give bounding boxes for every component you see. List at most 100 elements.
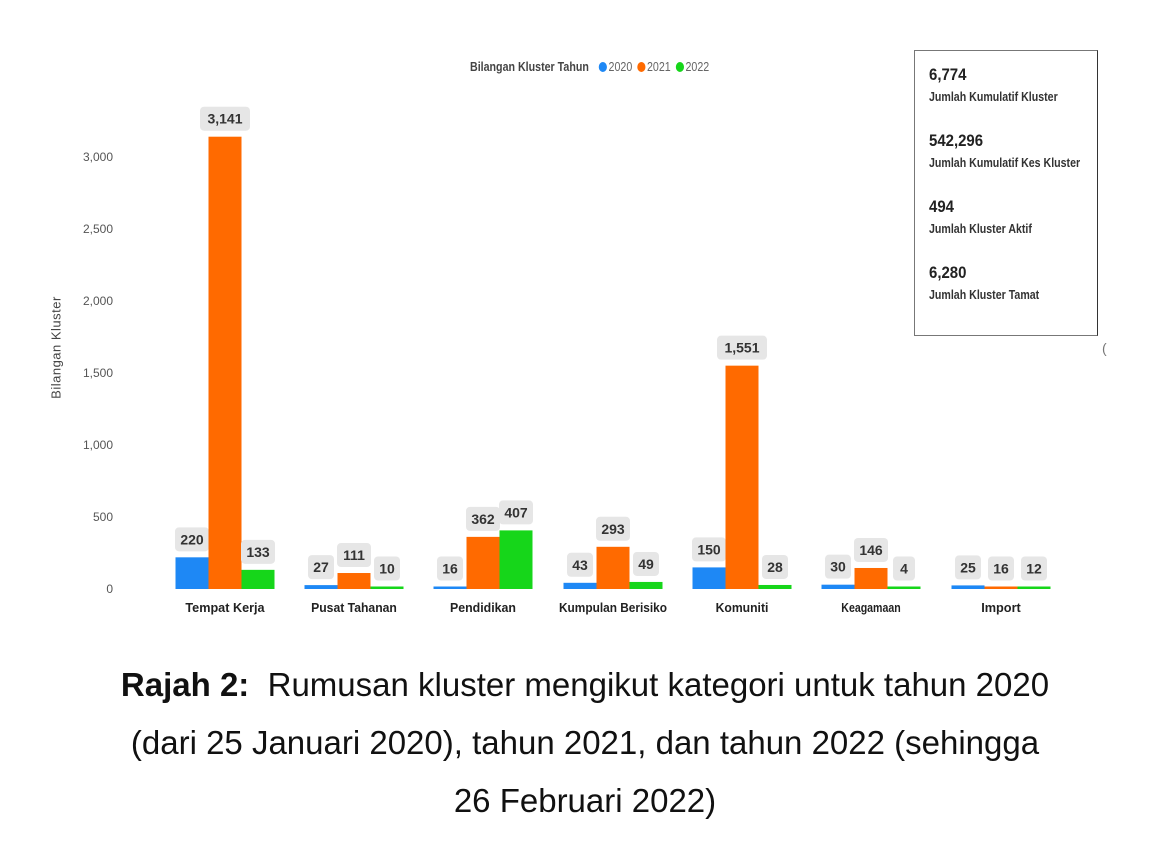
stat-value: 494 bbox=[929, 197, 954, 216]
caption-line-2: (dari 25 Januari 2020), tahun 2021, dan … bbox=[130, 724, 1040, 761]
data-label-bg bbox=[717, 335, 767, 360]
data-label-bg bbox=[988, 556, 1014, 581]
y-tick-label: 0 bbox=[106, 582, 113, 596]
stat-value: 542,296 bbox=[929, 131, 984, 150]
summary-card: 6,774 Jumlah Kumulatif Kluster 542,296 J… bbox=[914, 50, 1098, 336]
data-label-bg bbox=[175, 527, 209, 552]
box-edge-mark: ( bbox=[1102, 340, 1107, 356]
data-label: 3,141 bbox=[207, 111, 242, 127]
caption-line-3: 26 Februari 2022) bbox=[453, 782, 717, 819]
bar-2021 bbox=[854, 567, 888, 589]
data-label-bg bbox=[955, 555, 981, 580]
bar-2021 bbox=[596, 546, 630, 589]
data-label-bg bbox=[633, 551, 659, 576]
x-tick-label: Keagamaan bbox=[841, 600, 900, 615]
data-label: 30 bbox=[830, 559, 846, 575]
caption-text-1: Rumusan kluster mengikut kategori untuk … bbox=[267, 666, 1050, 703]
legend-dot-2020 bbox=[598, 61, 607, 72]
stat-active-clusters: 494 Jumlah Kluster Aktif bbox=[929, 197, 1050, 236]
figure-caption: Rajah 2: Rumusan kluster mengikut katego… bbox=[0, 656, 1170, 830]
data-label: 28 bbox=[767, 559, 783, 575]
x-tick-label: Kumpulan Berisiko bbox=[559, 600, 667, 615]
y-tick-label: 1,500 bbox=[83, 366, 113, 380]
data-label-bg bbox=[893, 556, 915, 581]
data-label: 220 bbox=[180, 531, 204, 547]
data-label-bg bbox=[825, 554, 851, 579]
data-label: 16 bbox=[442, 561, 458, 577]
stat-ended-clusters: 6,280 Jumlah Kluster Tamat bbox=[929, 263, 1059, 302]
data-label-bg bbox=[337, 543, 371, 568]
y-tick-label: 1,000 bbox=[83, 438, 113, 452]
x-tick-label: Pusat Tahanan bbox=[311, 600, 397, 615]
data-label-bg bbox=[241, 539, 275, 564]
bar-2020 bbox=[175, 557, 209, 589]
data-label-bg bbox=[567, 552, 593, 577]
data-label-bg bbox=[308, 555, 334, 580]
bar-2022 bbox=[758, 584, 792, 589]
data-label: 111 bbox=[343, 547, 365, 563]
data-label-bg bbox=[200, 106, 250, 131]
bar-2022 bbox=[887, 586, 921, 589]
data-label: 362 bbox=[471, 511, 495, 527]
bar-2020 bbox=[692, 567, 726, 589]
bar-2021 bbox=[725, 365, 759, 589]
data-label: 4 bbox=[900, 561, 908, 577]
stat-label: Jumlah Kumulatif Kes Kluster bbox=[929, 156, 1081, 170]
legend-label-2022: 2022 bbox=[685, 59, 710, 74]
legend-item-2022[interactable]: 2022 bbox=[675, 59, 710, 74]
stat-value: 6,280 bbox=[929, 263, 967, 282]
legend-dot-2022 bbox=[675, 61, 684, 72]
data-label-bg bbox=[499, 500, 533, 525]
data-label-bg bbox=[437, 556, 463, 581]
x-tick-label: Tempat Kerja bbox=[185, 600, 265, 615]
data-label-bg bbox=[762, 554, 788, 579]
data-label: 49 bbox=[638, 556, 654, 572]
bar-2022 bbox=[241, 569, 275, 589]
y-tick-label: 500 bbox=[93, 510, 113, 524]
caption-line-1: Rajah 2: Rumusan kluster mengikut katego… bbox=[0, 656, 1170, 714]
bar-2022 bbox=[370, 586, 404, 589]
bar-2020 bbox=[821, 584, 855, 589]
stat-label: Jumlah Kluster Aktif bbox=[929, 222, 1032, 236]
stat-value: 6,774 bbox=[929, 65, 967, 84]
legend-label-2021: 2021 bbox=[647, 59, 671, 74]
x-tick-label: Komuniti bbox=[716, 600, 769, 615]
data-label: 150 bbox=[697, 541, 721, 557]
data-label: 16 bbox=[993, 561, 1009, 577]
data-label: 43 bbox=[572, 557, 588, 573]
data-label: 10 bbox=[379, 561, 395, 577]
stat-total-cases: 542,296 Jumlah Kumulatif Kes Kluster bbox=[929, 131, 1107, 170]
y-tick-label: 2,000 bbox=[83, 294, 113, 308]
bar-2020 bbox=[304, 585, 338, 589]
y-axis-label: Bilangan Kluster bbox=[48, 296, 64, 399]
y-tick-label: 2,500 bbox=[83, 222, 113, 236]
bar-2021 bbox=[337, 573, 371, 589]
bar-2020 bbox=[563, 582, 597, 589]
stat-label: Jumlah Kumulatif Kluster bbox=[929, 90, 1058, 104]
x-tick-label: Import bbox=[981, 600, 1021, 615]
data-label-bg bbox=[466, 506, 500, 531]
caption-prefix: Rajah 2: bbox=[120, 666, 250, 703]
data-label: 1,551 bbox=[724, 340, 759, 356]
data-label: 407 bbox=[504, 504, 528, 520]
data-label: 27 bbox=[313, 559, 329, 575]
data-label-bg bbox=[374, 556, 400, 581]
data-label: 12 bbox=[1026, 561, 1042, 577]
legend-item-2021[interactable]: 2021 bbox=[637, 59, 671, 74]
data-label: 133 bbox=[246, 544, 270, 560]
chart-legend: Bilangan Kluster Tahun 2020 2021 2022 bbox=[470, 59, 709, 74]
data-label-bg bbox=[1021, 556, 1047, 581]
legend-item-2020[interactable]: 2020 bbox=[598, 59, 633, 74]
bar-2021 bbox=[208, 136, 242, 590]
bar-2020 bbox=[433, 586, 467, 589]
legend-label-2020: 2020 bbox=[608, 59, 633, 74]
bar-2020 bbox=[951, 585, 985, 589]
x-tick-label: Pendidikan bbox=[450, 600, 516, 615]
bar-chart: 0 500 1,000 1,500 2,000 2,500 3,000 220 3,141 133… bbox=[83, 106, 1051, 615]
bar-2022 bbox=[499, 530, 533, 589]
stat-total-clusters: 6,774 Jumlah Kumulatif Kluster bbox=[929, 65, 1080, 104]
bar-2021 bbox=[466, 536, 500, 589]
y-tick-label: 3,000 bbox=[83, 150, 113, 164]
bar-2021 bbox=[984, 586, 1018, 589]
data-label-bg bbox=[692, 537, 726, 562]
